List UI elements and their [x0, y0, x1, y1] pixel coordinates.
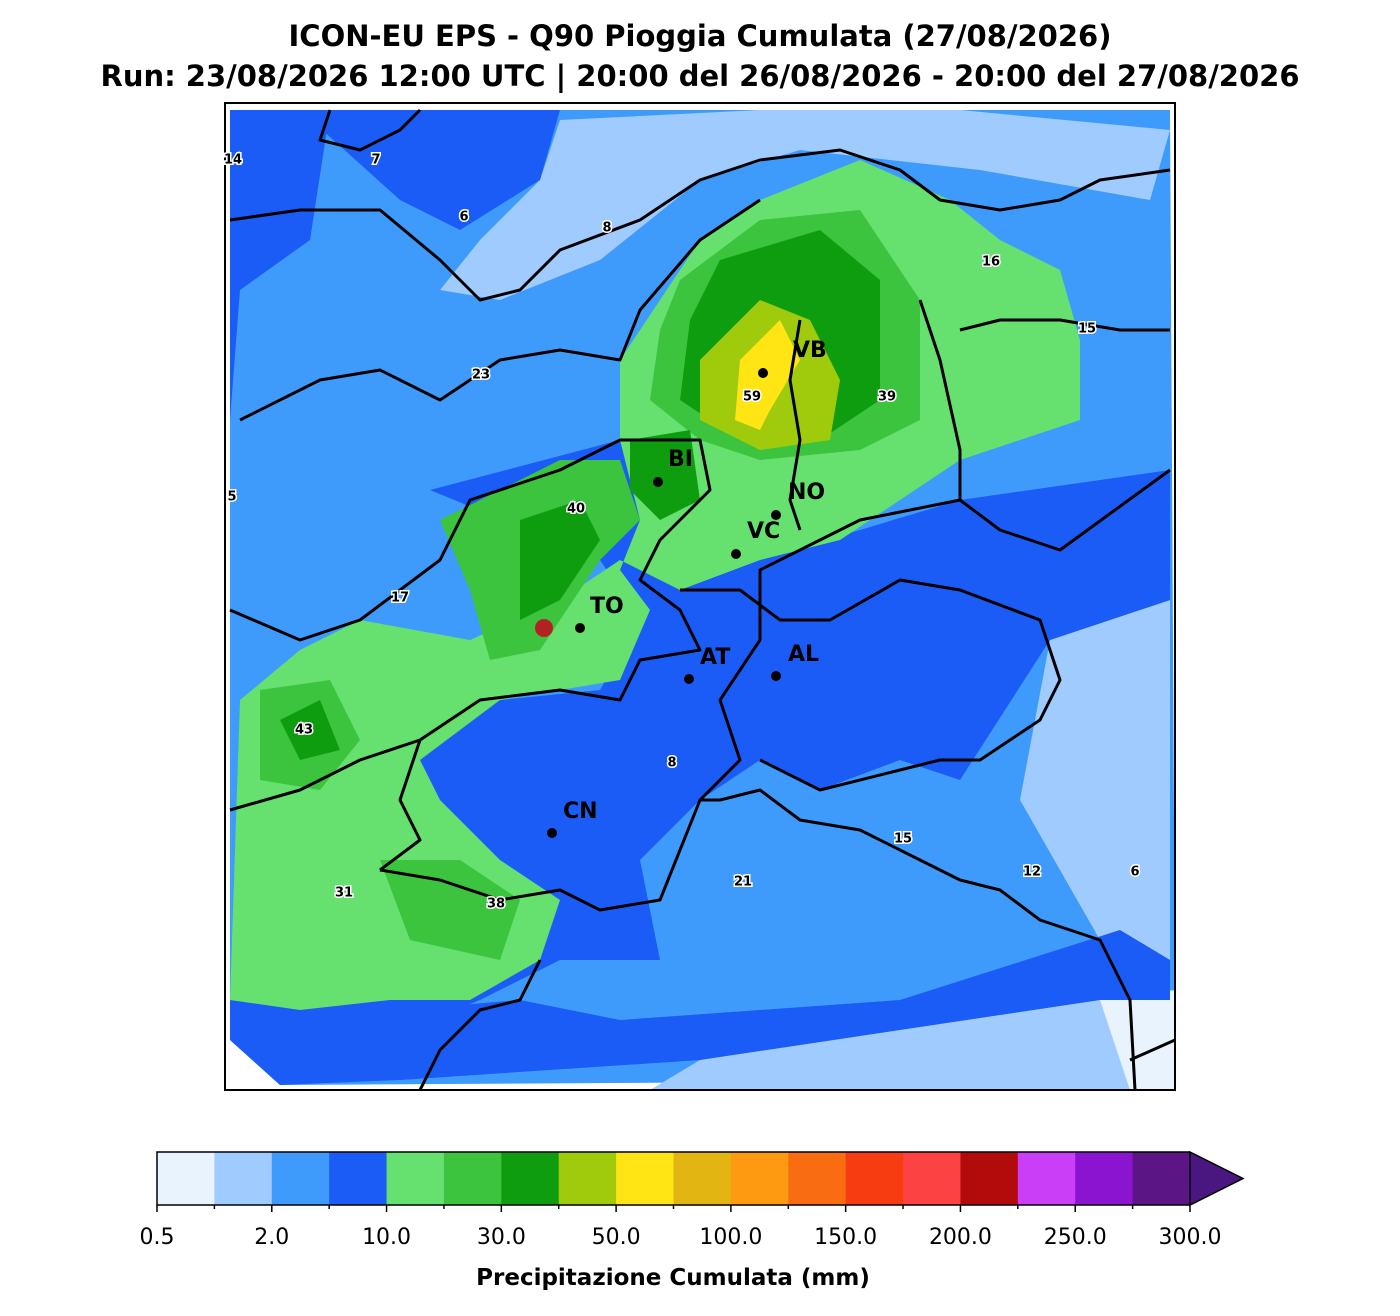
contour-value-label: 40: [567, 502, 585, 517]
colorbar-swatch: [960, 1152, 1019, 1205]
city-label: TO: [590, 594, 624, 619]
map-field: [225, 103, 1175, 1090]
city-label: AL: [788, 642, 819, 667]
contour-value-label: 31: [335, 886, 353, 901]
city-dot: [575, 623, 585, 633]
city-dot: [731, 549, 741, 559]
contour-value-label: 15: [1078, 322, 1096, 337]
colorbar-swatch: [673, 1152, 732, 1205]
colorbar-tick-label: 2.0: [254, 1225, 289, 1250]
colorbar-swatch: [329, 1152, 388, 1205]
colorbar-label: Precipitazione Cumulata (mm): [476, 1265, 870, 1291]
contour-value-label: 43: [295, 723, 313, 738]
colorbar-swatch: [558, 1152, 617, 1205]
colorbar-tick-label: 0.5: [140, 1225, 175, 1250]
colorbar-swatch: [443, 1152, 502, 1205]
colorbar-tick-label: 100.0: [699, 1225, 762, 1250]
colorbar-swatch: [1132, 1152, 1191, 1205]
city-label: BI: [668, 447, 693, 472]
colorbar-swatch: [1017, 1152, 1076, 1205]
city-dot: [653, 477, 663, 487]
contour-value-label: 15: [894, 832, 912, 847]
colorbar-swatch: [845, 1152, 904, 1205]
city-dot: [771, 510, 781, 520]
map-frame: [224, 102, 1176, 1091]
city-dot: [684, 674, 694, 684]
colorbar-tick-label: 30.0: [477, 1225, 526, 1250]
city-dot: [771, 671, 781, 681]
contour-value-label: 21: [734, 875, 752, 890]
contour-value-label: 59: [743, 390, 761, 405]
contour-value-label: 16: [982, 255, 1000, 270]
colorbar-tick-label: 10.0: [362, 1225, 411, 1250]
colorbar-swatch: [1075, 1152, 1134, 1205]
contour-value-label: 39: [878, 390, 896, 405]
colorbar-swatch: [903, 1152, 961, 1205]
colorbar-tick-label: 250.0: [1044, 1225, 1107, 1250]
contour-value-label: 6: [1130, 865, 1139, 880]
colorbar-tick-label: 50.0: [592, 1225, 641, 1250]
city-label: NO: [788, 480, 825, 505]
city-label: CN: [563, 799, 598, 824]
map-labels: VB BI NO VC TO AT AL CN 14 7 6 8 16 15 23 59 39 5 40 17 43 8 1…: [222, 151, 1141, 913]
colorbar-swatch: [730, 1152, 789, 1205]
colorbar-swatch: [616, 1152, 674, 1205]
contour-value-label: 5: [227, 490, 236, 505]
contour-value-label: 12: [1023, 865, 1041, 880]
colorbar-tick-label: 200.0: [929, 1225, 992, 1250]
colorbar-tick-label: 150.0: [814, 1225, 877, 1250]
colorbar-extension: [1189, 1150, 1245, 1207]
city-label: VC: [747, 519, 780, 544]
contour-value-label: 17: [391, 591, 409, 606]
contour-value-label: 14: [224, 153, 242, 168]
contour-value-label: 7: [371, 153, 380, 168]
contour-value-label: 23: [472, 368, 490, 383]
city-dot: [547, 828, 557, 838]
colorbar-tick-label: 300.0: [1159, 1225, 1222, 1250]
city-label: AT: [700, 645, 730, 670]
colorbar-swatch: [386, 1152, 445, 1205]
colorbar: 0.5 2.0 10.0 30.0 50.0 100.0 150.0 200.0 250.0 30…: [140, 1150, 1245, 1250]
title: ICON-EU EPS - Q90 Pioggia Cumulata (27/0…: [289, 19, 1112, 53]
location-marker: [535, 619, 553, 637]
city-label: VB: [793, 338, 827, 363]
contour-value-label: 38: [487, 897, 505, 912]
contour-value-label: 8: [667, 756, 676, 771]
contour-value-label: 8: [602, 221, 611, 236]
city-dot: [758, 368, 768, 378]
colorbar-swatch: [501, 1152, 560, 1205]
contour-value-label: 6: [459, 210, 468, 225]
colorbar-swatch: [271, 1152, 330, 1205]
colorbar-swatch: [157, 1152, 215, 1205]
subtitle: Run: 23/08/2026 12:00 UTC | 20:00 del 26…: [100, 59, 1299, 93]
colorbar-swatch: [788, 1152, 847, 1205]
colorbar-swatch: [214, 1152, 273, 1205]
